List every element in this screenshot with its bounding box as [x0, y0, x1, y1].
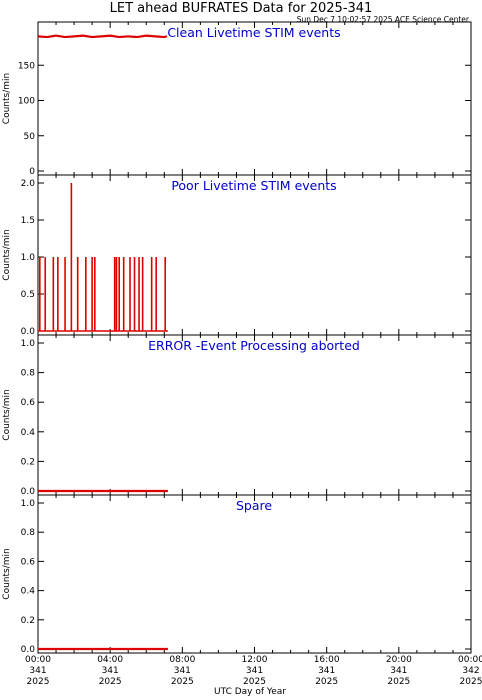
panel-frame: [37, 494, 472, 654]
y-tick-label: 150: [18, 61, 35, 71]
panels: 0 50 100 150 Counts/min Clean Livetime STIM e…: [2, 21, 472, 655]
x-tick-label: 342: [462, 666, 479, 676]
panel-title: Spare: [236, 498, 272, 513]
y-tick-label: 2.0: [21, 179, 36, 189]
x-tick-label: 341: [246, 666, 263, 676]
series: [38, 183, 168, 332]
y-tick-label: 0.4: [21, 587, 36, 597]
y-tick-label: 0.0: [21, 487, 36, 497]
x-tick-label: 04:00: [97, 655, 123, 665]
panel-frame: [37, 174, 472, 336]
y-tick-label: 0.0: [21, 327, 36, 337]
panel-frame: [37, 21, 472, 176]
y-axis-label: Counts/min: [2, 548, 12, 599]
panel-title: Poor Livetime STIM events: [171, 178, 336, 193]
y-tick-label: 1.0: [21, 253, 36, 263]
panel-4: 0.0 0.2 0.4 0.6 0.8 1.0 Counts/min Spare: [2, 494, 472, 655]
x-tick-label: 12:00: [242, 655, 268, 665]
timestamp-credit: Sun Dec 7 10:02:57 2025 ACE Science Cent…: [297, 15, 470, 24]
panel-1: 0 50 100 150 Counts/min Clean Livetime STIM e…: [2, 21, 472, 177]
x-tick-label: 08:00: [169, 655, 195, 665]
x-tick-label: 341: [318, 666, 335, 676]
y-tick-label: 0.8: [21, 369, 36, 379]
y-axis-label: Counts/min: [2, 73, 12, 124]
y-tick-label: 0.5: [21, 290, 35, 300]
x-axis-labels: 00:00341202504:00341202508:00341202512:0…: [25, 655, 482, 687]
y-tick-label: 0.0: [21, 645, 36, 655]
x-tick-label: 341: [102, 666, 119, 676]
y-tick-label: 1.0: [21, 339, 36, 349]
x-tick-label: 2025: [460, 677, 482, 687]
y-tick-label: 0.4: [21, 428, 36, 438]
x-tick-label: 20:00: [386, 655, 412, 665]
y-tick-label: 50: [24, 132, 36, 142]
y-tick-label: 0.6: [21, 398, 36, 408]
x-tick-label: 2025: [27, 677, 50, 687]
x-tick-label: 341: [390, 666, 407, 676]
x-tick-label: 2025: [99, 677, 122, 687]
y-axis-label: Counts/min: [2, 229, 12, 280]
x-tick-label: 2025: [387, 677, 410, 687]
y-tick-label: 0.2: [21, 457, 35, 467]
x-tick-label: 00:00: [25, 655, 51, 665]
y-tick-label: 0.8: [21, 528, 36, 538]
y-tick-label: 0.6: [21, 557, 36, 567]
panel-title: Clean Livetime STIM events: [167, 25, 340, 40]
x-tick-label: 2025: [315, 677, 338, 687]
data-line: [37, 34, 168, 39]
y-tick-label: 1.5: [21, 216, 35, 226]
y-tick-label: 0: [29, 167, 35, 177]
x-tick-label: 341: [29, 666, 46, 676]
y-tick-label: 100: [18, 97, 35, 107]
panel-frame: [37, 334, 472, 496]
x-axis-label: UTC Day of Year: [214, 687, 286, 697]
y-tick-label: 0.2: [21, 616, 35, 626]
x-tick-label: 2025: [243, 677, 266, 687]
y-axis-label: Counts/min: [2, 389, 12, 440]
panel-3: 0.0 0.2 0.4 0.6 0.8 1.0 Counts/min ERROR -Event…: [2, 334, 472, 497]
x-tick-label: 16:00: [314, 655, 340, 665]
panel-title: ERROR -Event Processing aborted: [148, 338, 360, 353]
main-title: LET ahead BUFRATES Data for 2025-341: [110, 1, 373, 16]
panel-2: 0.0 0.5 1.0 1.5 2.0 Counts/min Poor Livetime S…: [2, 174, 472, 337]
y-tick-label: 1.0: [21, 499, 36, 509]
series: [37, 34, 168, 39]
x-tick-label: 2025: [171, 677, 194, 687]
x-tick-label: 341: [174, 666, 191, 676]
x-tick-label: 00:00: [458, 655, 482, 665]
